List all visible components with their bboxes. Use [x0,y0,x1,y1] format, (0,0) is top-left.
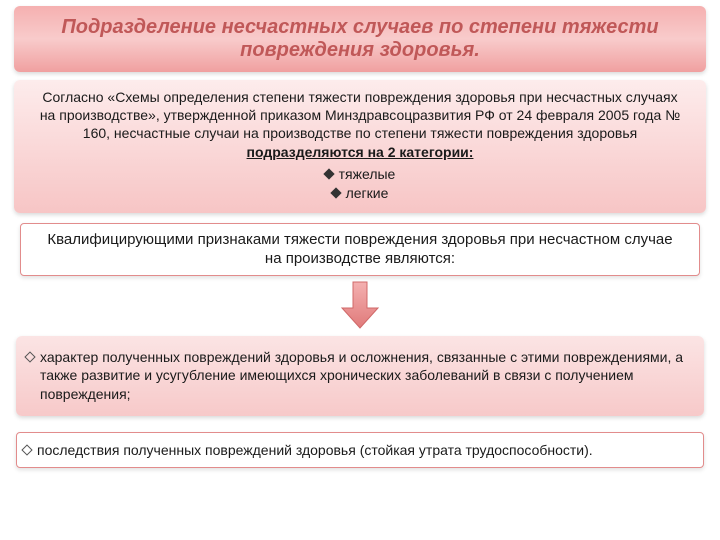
diamond-outline-icon [24,351,35,362]
arrow-wrap [14,280,706,330]
diamond-outline-icon [21,445,32,456]
qualifying-text: Квалифицирующими признаками тяжести повр… [47,231,672,268]
character-text: характер полученных повреждений здоровья… [40,348,686,405]
diamond-icon [330,187,341,198]
qualifying-block: Квалифицирующими признаками тяжести повр… [20,223,700,276]
arrow-poly [342,282,378,328]
arrow-down-icon [340,280,380,330]
character-block: характер полученных повреждений здоровья… [16,336,704,417]
intro-bullets: тяжелые легкие [34,165,686,203]
diamond-icon [323,169,334,180]
intro-block: Согласно «Схемы определения степени тяже… [14,80,706,213]
intro-text: Согласно «Схемы определения степени тяже… [40,89,680,141]
bullet-item: легкие [34,184,686,203]
bullet-item: тяжелые [34,165,686,184]
consequences-block: последствия полученных повреждений здоро… [16,432,704,468]
bullet-label: тяжелые [339,165,396,184]
intro-underlined: подразделяются на 2 категории: [247,144,474,160]
title-block: Подразделение несчастных случаев по степ… [14,6,706,72]
consequences-text: последствия полученных повреждений здоро… [37,441,593,459]
intro-text-wrap: Согласно «Схемы определения степени тяже… [34,88,686,161]
title-text: Подразделение несчастных случаев по степ… [44,16,676,62]
bullet-label: легкие [346,184,389,203]
